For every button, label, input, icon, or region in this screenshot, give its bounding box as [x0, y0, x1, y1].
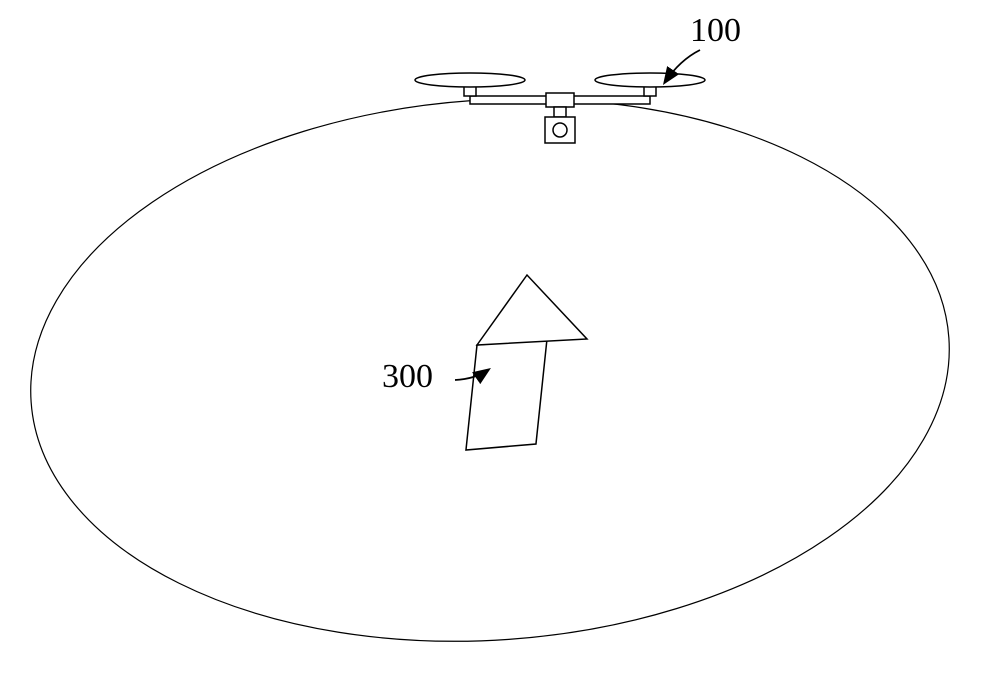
drone-camera-lens — [553, 123, 567, 137]
house-body — [466, 339, 547, 450]
drone-rotor-right — [595, 73, 705, 87]
diagram-canvas: 100 300 — [0, 0, 1000, 679]
ref-label-300: 300 — [382, 358, 433, 396]
drone-body — [546, 93, 574, 107]
drone-gimbal-mount — [554, 107, 566, 117]
drone-rotor-left — [415, 73, 525, 87]
diagram-svg — [0, 0, 1000, 679]
ref-label-100: 100 — [690, 12, 741, 50]
house-roof — [477, 275, 587, 345]
